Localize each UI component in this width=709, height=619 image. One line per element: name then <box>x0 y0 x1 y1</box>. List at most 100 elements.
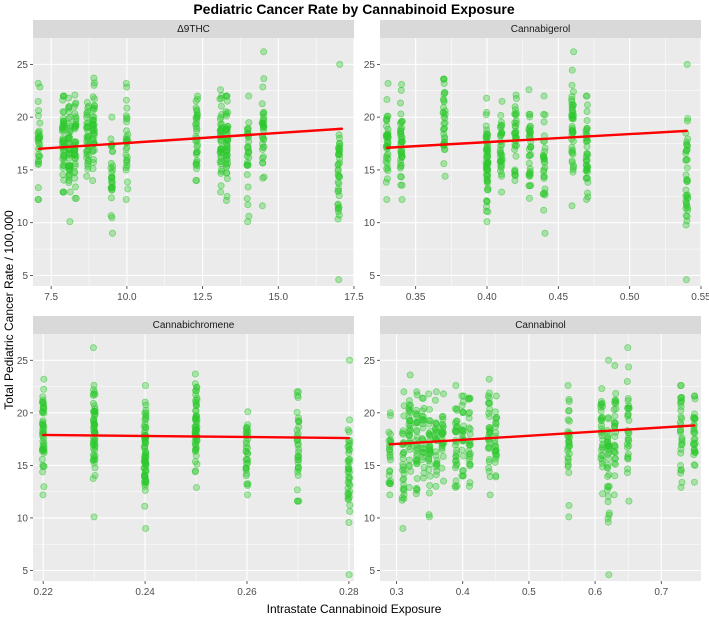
data-point <box>89 146 97 154</box>
data-point <box>193 148 201 156</box>
data-point <box>66 188 74 196</box>
data-point <box>344 495 352 503</box>
data-point <box>413 391 421 399</box>
facet-strip-label: Cannabigerol <box>511 24 571 35</box>
data-point <box>583 116 591 124</box>
data-point <box>526 172 534 180</box>
data-point <box>677 394 685 402</box>
data-point <box>383 115 391 123</box>
data-point <box>583 168 591 176</box>
data-point <box>89 440 97 448</box>
data-point <box>217 188 225 196</box>
data-point <box>413 474 421 482</box>
data-point <box>452 382 460 390</box>
data-point <box>83 172 91 180</box>
data-point <box>584 193 592 201</box>
data-point <box>466 394 474 402</box>
data-point <box>512 152 520 160</box>
data-point <box>400 491 408 499</box>
data-point <box>625 416 633 424</box>
data-point <box>383 96 391 104</box>
data-point <box>486 473 494 481</box>
data-point <box>346 507 354 515</box>
data-point <box>383 112 391 120</box>
x-tick-label: 0.22 <box>33 587 53 598</box>
data-point <box>336 60 344 68</box>
data-point <box>453 406 461 414</box>
data-point <box>527 143 535 151</box>
data-point <box>624 434 632 442</box>
data-point <box>611 419 619 427</box>
data-point <box>396 99 404 107</box>
data-point <box>418 435 426 443</box>
data-point <box>89 113 97 121</box>
data-point <box>193 383 201 391</box>
data-point <box>612 398 620 406</box>
data-point <box>497 118 505 126</box>
data-point <box>36 83 44 91</box>
data-point <box>223 92 231 100</box>
data-point <box>346 356 354 364</box>
data-point <box>244 218 252 226</box>
data-point <box>541 229 549 237</box>
x-axis-title: Intrastate Cannabinoid Exposure <box>267 602 442 616</box>
data-point <box>440 79 448 87</box>
y-tick-label: 10 <box>364 218 376 229</box>
y-tick-label: 10 <box>17 513 29 524</box>
data-point <box>66 127 74 135</box>
data-point <box>36 131 44 139</box>
data-point <box>492 472 500 480</box>
data-point <box>565 407 573 415</box>
x-tick-label: 17.5 <box>344 292 364 303</box>
data-point <box>432 471 440 479</box>
data-point <box>690 414 698 422</box>
data-point <box>677 461 685 469</box>
data-point <box>439 108 447 116</box>
data-point <box>141 502 149 510</box>
data-point <box>683 202 691 210</box>
data-point <box>345 571 353 579</box>
data-point <box>605 509 613 517</box>
data-point <box>70 103 78 111</box>
data-point <box>484 184 492 192</box>
data-point <box>540 166 548 174</box>
data-point <box>566 433 574 441</box>
data-point <box>397 173 405 181</box>
data-point <box>451 426 459 434</box>
data-point <box>485 464 493 472</box>
data-point <box>605 356 613 364</box>
data-point <box>452 449 460 457</box>
data-point <box>691 395 699 403</box>
data-point <box>245 119 253 127</box>
data-point <box>398 496 406 504</box>
data-point <box>482 158 490 166</box>
facet-panel: Cannabinol 5 10 15 20 25 0.3 0.4 0.5 0.6 0.7 <box>364 316 701 598</box>
data-point <box>425 489 433 497</box>
data-point <box>624 465 632 473</box>
data-point <box>569 163 577 171</box>
facet-strip-label: Cannabinol <box>515 320 566 331</box>
data-point <box>425 405 433 413</box>
data-point <box>568 98 576 106</box>
data-point <box>217 86 225 94</box>
data-point <box>335 146 343 154</box>
data-point <box>611 362 619 370</box>
data-point <box>335 276 343 284</box>
data-point <box>109 148 117 156</box>
data-point <box>191 467 199 475</box>
data-point <box>192 446 200 454</box>
data-point <box>387 430 395 438</box>
data-point <box>485 409 493 417</box>
data-point <box>677 413 685 421</box>
y-tick-label: 15 <box>364 165 376 176</box>
data-point <box>243 425 251 433</box>
data-point <box>466 408 474 416</box>
data-point <box>565 398 573 406</box>
data-point <box>604 442 612 450</box>
data-point <box>142 476 150 484</box>
data-point <box>34 160 42 168</box>
data-point <box>242 443 250 451</box>
data-point <box>497 111 505 119</box>
data-point <box>526 122 534 130</box>
data-point <box>64 134 72 142</box>
